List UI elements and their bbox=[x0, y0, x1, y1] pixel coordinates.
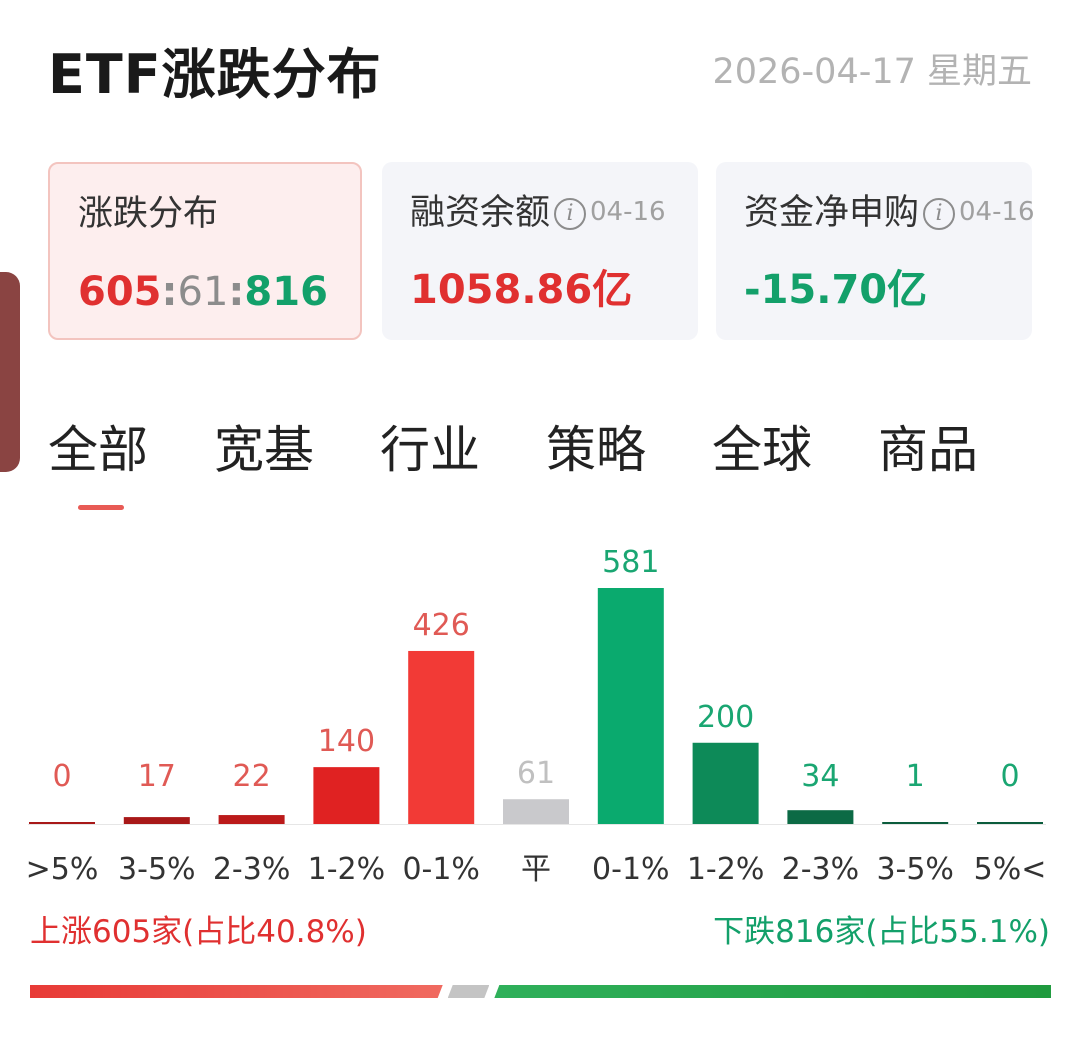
up-summary: 上涨605家(占比40.8%) bbox=[30, 914, 367, 950]
x-tick-label-3: 1-2% bbox=[308, 852, 386, 887]
info-icon[interactable]: i bbox=[923, 198, 956, 230]
down-count: 816 bbox=[244, 269, 328, 315]
distribution-card-label: 涨跌分布 bbox=[78, 194, 219, 234]
x-tick-label-4: 0-1% bbox=[402, 852, 480, 887]
net-subscription-label: 资金净申购 i 04-16 bbox=[744, 190, 1035, 235]
info-icon[interactable]: i bbox=[554, 198, 587, 230]
bar-value-label-10: 0 bbox=[1000, 759, 1019, 794]
bar-4[interactable] bbox=[408, 650, 475, 824]
bar-value-label-9: 1 bbox=[906, 759, 925, 794]
bar-9[interactable] bbox=[882, 822, 949, 824]
tab-commodity[interactable]: 商品 bbox=[878, 421, 978, 479]
bar-value-label-2: 22 bbox=[233, 759, 271, 794]
ratio-strip-down bbox=[494, 985, 1051, 998]
down-summary: 下跌816家(占比55.1%) bbox=[713, 914, 1050, 950]
distribution-bar-chart: 0 >5% 17 3-5% 22 2-3% 140 1-2% 426 0-1% 61 平 581 0-1%… bbox=[26, 545, 1047, 887]
page-title: ETF涨跌分布 bbox=[48, 43, 382, 106]
ratio-strip bbox=[30, 985, 1051, 998]
x-tick-label-7: 1-2% bbox=[687, 852, 765, 887]
bar-3[interactable] bbox=[313, 767, 380, 824]
bar-1[interactable] bbox=[123, 817, 190, 824]
margin-balance-label: 融资余额 i 04-16 bbox=[410, 190, 666, 235]
tab-industry[interactable]: 行业 bbox=[380, 421, 480, 479]
bar-value-label-6: 581 bbox=[602, 545, 659, 580]
ratio-strip-up bbox=[30, 985, 443, 998]
net-subscription-card[interactable]: 资金净申购 i 04-16 -15.70亿 bbox=[716, 162, 1035, 340]
ratio-strip-flat bbox=[448, 985, 490, 998]
date-label: 2026-04-17 星期五 bbox=[712, 52, 1032, 92]
margin-balance-label-text: 融资余额 bbox=[410, 193, 551, 233]
bar-value-label-0: 0 bbox=[52, 759, 71, 794]
x-tick-label-10: 5%< bbox=[974, 852, 1047, 887]
x-tick-label-0: >5% bbox=[26, 852, 99, 887]
flat-count: 61 bbox=[177, 269, 229, 315]
bar-10[interactable] bbox=[977, 822, 1043, 824]
margin-balance-date: 04-16 bbox=[590, 197, 666, 227]
bar-5[interactable] bbox=[503, 799, 569, 824]
bar-value-label-7: 200 bbox=[697, 700, 754, 735]
tab-global[interactable]: 全球 bbox=[712, 421, 812, 479]
x-tick-label-9: 3-5% bbox=[876, 852, 954, 887]
x-tick-label-5: 平 bbox=[521, 852, 551, 887]
bar-value-label-4: 426 bbox=[413, 608, 470, 643]
active-tab-indicator bbox=[78, 505, 124, 510]
tab-all[interactable]: 全部 bbox=[48, 421, 148, 479]
bar-6[interactable] bbox=[597, 588, 664, 824]
distribution-card[interactable]: 涨跌分布 605:61:816 bbox=[48, 162, 362, 340]
bar-7[interactable] bbox=[692, 742, 759, 824]
margin-balance-value: 1058.86亿 bbox=[410, 267, 633, 313]
bar-8[interactable] bbox=[787, 810, 854, 824]
bar-value-label-5: 61 bbox=[517, 756, 555, 791]
up-count: 605 bbox=[78, 269, 162, 315]
x-tick-label-6: 0-1% bbox=[592, 852, 670, 887]
margin-balance-card[interactable]: 融资余额 i 04-16 1058.86亿 bbox=[382, 162, 698, 340]
bar-0[interactable] bbox=[29, 822, 95, 824]
side-drawer-tab[interactable] bbox=[0, 272, 20, 472]
net-subscription-date: 04-16 bbox=[959, 197, 1035, 227]
separator: : bbox=[161, 269, 178, 315]
x-tick-label-2: 2-3% bbox=[213, 852, 291, 887]
separator: : bbox=[228, 269, 245, 315]
bar-value-label-3: 140 bbox=[318, 724, 375, 759]
x-tick-label-1: 3-5% bbox=[118, 852, 196, 887]
bar-2[interactable] bbox=[218, 815, 285, 824]
x-tick-label-8: 2-3% bbox=[782, 852, 860, 887]
net-subscription-label-text: 资金净申购 bbox=[744, 193, 920, 233]
tab-broad-base[interactable]: 宽基 bbox=[214, 421, 314, 479]
distribution-card-value: 605:61:816 bbox=[78, 266, 328, 318]
bar-value-label-1: 17 bbox=[138, 759, 176, 794]
bar-value-label-8: 34 bbox=[801, 759, 839, 794]
tab-strategy[interactable]: 策略 bbox=[546, 421, 646, 479]
net-subscription-value: -15.70亿 bbox=[744, 267, 928, 313]
